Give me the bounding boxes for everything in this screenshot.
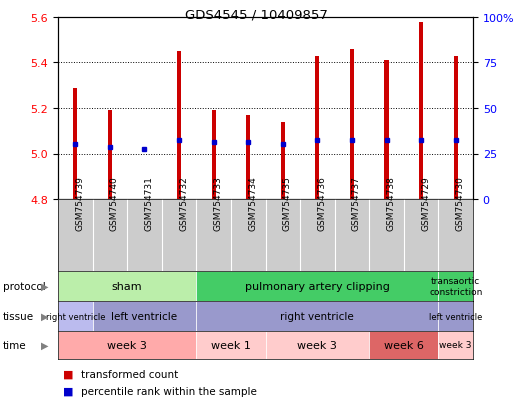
Bar [58,301,92,331]
Text: time: time [3,340,26,350]
Bar [92,301,196,331]
Bar [246,116,250,199]
Bar [177,52,181,199]
Text: GSM754732: GSM754732 [179,176,188,230]
Text: GSM754733: GSM754733 [213,176,223,230]
Bar [196,331,266,359]
Text: GSM754737: GSM754737 [352,176,361,230]
Bar [196,301,439,331]
Text: GSM754736: GSM754736 [318,176,326,230]
Text: GSM754739: GSM754739 [75,176,84,230]
Bar [439,301,473,331]
Text: week 3: week 3 [107,340,147,350]
Bar [211,111,215,199]
Text: left ventricle: left ventricle [111,311,177,321]
Text: GSM754740: GSM754740 [110,176,119,230]
Text: ▶: ▶ [42,340,49,350]
Text: week 1: week 1 [211,340,251,350]
Bar [266,331,369,359]
Text: transformed count: transformed count [81,369,179,379]
Text: GSM754731: GSM754731 [145,176,153,230]
Text: tissue: tissue [3,311,34,321]
Text: week 3: week 3 [298,340,338,350]
Bar [419,22,423,199]
Text: protocol: protocol [3,281,45,291]
Bar [108,111,112,199]
Text: right ventricle: right ventricle [281,311,354,321]
Bar [196,271,439,301]
Bar [315,57,320,199]
Text: pulmonary artery clipping: pulmonary artery clipping [245,281,390,291]
Text: GSM754729: GSM754729 [421,176,430,230]
Text: GSM754734: GSM754734 [248,176,257,230]
Text: GDS4545 / 10409857: GDS4545 / 10409857 [185,8,328,21]
Bar [281,122,285,199]
Bar [384,61,389,199]
Text: right ventricle: right ventricle [46,312,105,321]
Bar [439,331,473,359]
Bar [453,57,458,199]
Bar [58,271,196,301]
Text: GSM754730: GSM754730 [456,176,465,230]
Text: ▶: ▶ [42,281,49,291]
Text: left ventricle: left ventricle [429,312,482,321]
Text: GSM754735: GSM754735 [283,176,292,230]
Text: week 6: week 6 [384,340,424,350]
Text: percentile rank within the sample: percentile rank within the sample [81,386,257,396]
Text: ■: ■ [63,386,74,396]
Bar [58,331,196,359]
Text: ■: ■ [63,369,74,379]
Text: transaortic
constriction: transaortic constriction [429,277,482,296]
Text: week 3: week 3 [440,341,472,350]
Bar [350,50,354,199]
Text: GSM754738: GSM754738 [386,176,396,230]
Text: ▶: ▶ [42,311,49,321]
Bar [73,88,77,199]
Text: sham: sham [112,281,143,291]
Bar [439,271,473,301]
Bar [369,331,439,359]
